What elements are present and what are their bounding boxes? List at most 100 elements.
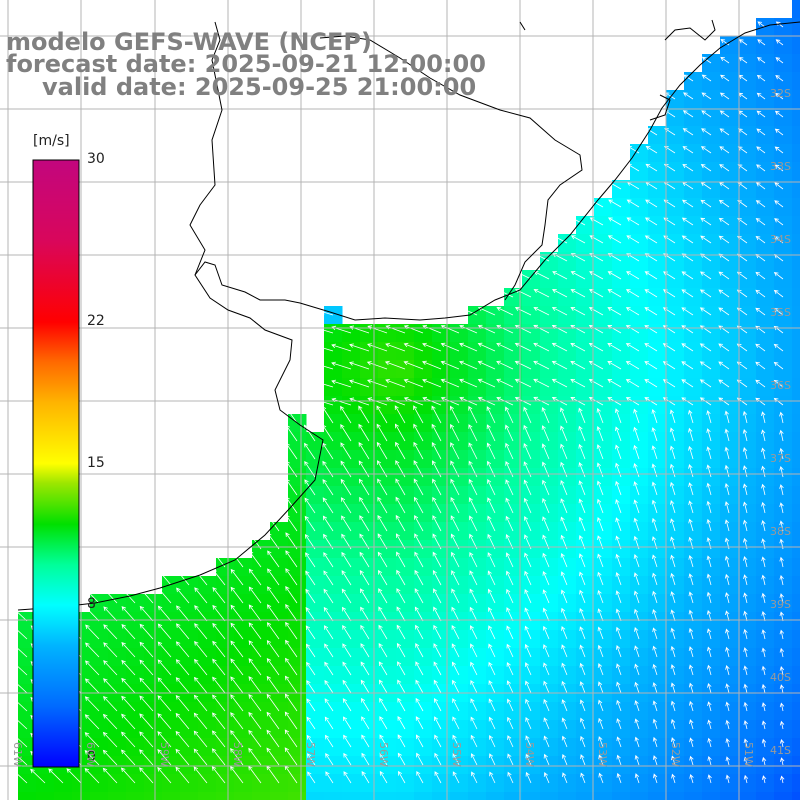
field-cell: [486, 540, 505, 559]
field-cell: [432, 342, 451, 361]
field-cell: [432, 324, 451, 343]
wind-arrow: [533, 378, 550, 388]
wind-arrow: [774, 110, 784, 118]
field-cell: [342, 756, 361, 775]
wind-arrow: [230, 694, 244, 712]
field-cell: [432, 792, 451, 800]
field-cell: [594, 612, 613, 631]
wind-arrow: [615, 499, 622, 514]
field-cell: [378, 666, 397, 685]
wind-arrow: [652, 700, 658, 712]
field-cell: [720, 306, 739, 325]
wind-arrow: [542, 625, 550, 640]
field-cell: [630, 594, 649, 613]
field-cell: [720, 108, 739, 127]
wind-arrow: [634, 773, 640, 784]
field-cell: [414, 324, 433, 343]
field-cell: [666, 360, 685, 379]
field-cell: [342, 522, 361, 541]
field-cell: [792, 36, 800, 55]
field-cell: [774, 522, 793, 541]
field-cell: [126, 666, 145, 685]
field-cell: [648, 720, 667, 739]
wind-arrow: [683, 92, 694, 100]
field-cell: [666, 702, 685, 721]
field-cell: [774, 234, 793, 253]
field-cell: [594, 360, 613, 379]
wind-arrow: [633, 408, 640, 424]
field-cell: [252, 648, 271, 667]
wind-arrow: [158, 569, 172, 586]
field-cell: [720, 198, 739, 217]
wind-arrow: [682, 110, 694, 118]
field-cell: [720, 288, 739, 307]
wind-arrow: [616, 772, 622, 784]
wind-arrow: [376, 405, 388, 424]
field-cell: [288, 666, 307, 685]
wind-arrow: [681, 271, 694, 280]
wind-arrow: [469, 606, 478, 622]
field-cell: [720, 612, 739, 631]
wind-arrow: [755, 325, 766, 334]
field-cell: [360, 432, 379, 451]
field-cell: [720, 342, 739, 361]
wind-arrow: [452, 679, 460, 694]
wind-arrow: [175, 623, 190, 640]
wind-arrow: [284, 729, 298, 748]
wind-arrow: [552, 235, 568, 244]
field-cell: [522, 342, 541, 361]
wind-arrow: [396, 642, 406, 658]
field-cell: [774, 720, 793, 739]
field-cell: [468, 522, 487, 541]
field-cell: [576, 342, 595, 361]
field-cell: [756, 234, 775, 253]
wind-arrow: [707, 682, 712, 694]
wind-arrow: [84, 732, 100, 748]
field-cell: [756, 648, 775, 667]
field-cell: [648, 180, 667, 199]
wind-arrow: [706, 628, 712, 640]
field-cell: [486, 504, 505, 523]
field-cell: [522, 630, 541, 649]
wind-arrow: [743, 610, 748, 622]
wind-arrow: [652, 645, 658, 658]
latitude-label: 34S: [770, 233, 791, 246]
wind-arrow: [139, 587, 154, 604]
field-cell: [324, 540, 343, 559]
field-cell: [468, 594, 487, 613]
field-cell: [792, 558, 800, 577]
field-cell: [666, 414, 685, 433]
field-cell: [558, 756, 577, 775]
wind-arrow: [66, 768, 82, 784]
wind-arrow: [413, 496, 424, 514]
field-cell: [378, 756, 397, 775]
wind-arrow: [633, 426, 640, 442]
wind-arrow: [434, 734, 442, 748]
field-cell: [738, 108, 757, 127]
wind-arrow: [12, 625, 28, 640]
field-cell: [612, 198, 631, 217]
field-cell: [504, 558, 523, 577]
wind-arrow: [506, 698, 514, 712]
wind-arrow: [415, 679, 424, 694]
field-cell: [378, 414, 397, 433]
wind-arrow: [414, 551, 424, 568]
wind-arrow: [489, 771, 496, 784]
wind-arrow: [450, 423, 460, 442]
field-cell: [252, 720, 271, 739]
wind-arrow: [670, 700, 676, 712]
wind-arrow: [139, 749, 154, 766]
field-cell: [252, 738, 271, 757]
field-cell: [612, 486, 631, 505]
field-cell: [486, 324, 505, 343]
wind-arrow: [688, 482, 694, 496]
field-cell: [378, 738, 397, 757]
wind-arrow: [651, 554, 658, 568]
wind-arrow: [607, 343, 622, 352]
field-cell: [738, 36, 757, 55]
field-cell: [774, 774, 793, 793]
field-cell: [414, 666, 433, 685]
field-cell: [702, 558, 721, 577]
field-cell: [342, 486, 361, 505]
wind-arrow: [507, 771, 514, 784]
